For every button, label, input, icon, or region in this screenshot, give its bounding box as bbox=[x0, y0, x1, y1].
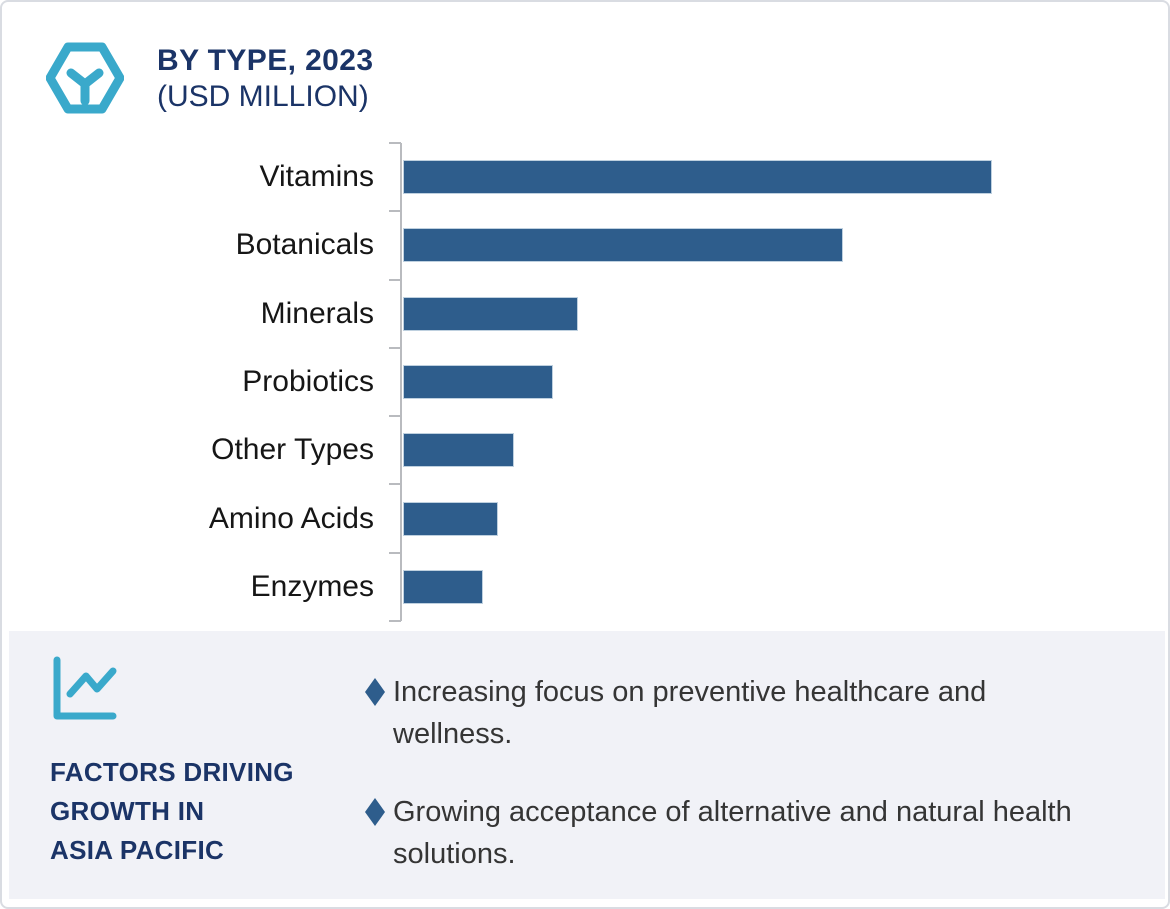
category-label: Amino Acids bbox=[208, 501, 374, 535]
axis-tick bbox=[389, 552, 401, 554]
factors-heading-line: GROWTH IN bbox=[50, 796, 205, 826]
chart-row: Enzymes bbox=[2, 553, 1168, 621]
chart-row: Other Types bbox=[2, 416, 1168, 484]
axis-tick bbox=[389, 347, 401, 349]
chart-row: Botanicals bbox=[2, 211, 1168, 279]
axis-tick bbox=[389, 620, 401, 622]
axis-tick bbox=[389, 415, 401, 417]
category-label: Other Types bbox=[211, 433, 374, 467]
diamond-bullet-icon bbox=[365, 678, 385, 706]
line-chart-icon bbox=[53, 656, 117, 720]
chart-title: BY TYPE, 2023 bbox=[157, 44, 374, 77]
category-label: Minerals bbox=[260, 296, 374, 330]
bar-minerals bbox=[403, 296, 578, 331]
chart-row: Vitamins bbox=[2, 143, 1168, 211]
factors-panel: FACTORS DRIVING GROWTH IN ASIA PACIFIC Inc… bbox=[9, 631, 1165, 899]
bar-amino-acids bbox=[403, 501, 498, 536]
category-label: Enzymes bbox=[250, 569, 374, 603]
bullet-text: Increasing focus on preventive healthcar… bbox=[393, 676, 987, 750]
category-label: Botanicals bbox=[235, 228, 374, 262]
bar-other-types bbox=[403, 433, 514, 468]
chart-row: Minerals bbox=[2, 280, 1168, 348]
bullet-text: Growing acceptance of alternative and na… bbox=[393, 796, 1072, 870]
axis-tick bbox=[389, 142, 401, 144]
axis-tick bbox=[389, 483, 401, 485]
hexagon-cube-icon bbox=[46, 42, 124, 114]
bar-botanicals bbox=[403, 228, 843, 263]
bar-enzymes bbox=[403, 569, 483, 604]
category-label: Probiotics bbox=[242, 364, 374, 398]
factors-heading-line: FACTORS DRIVING bbox=[50, 757, 294, 787]
chart-row: Amino Acids bbox=[2, 484, 1168, 552]
chart-header: BY TYPE, 2023 (USD MILLION) bbox=[157, 44, 373, 114]
y-axis-line bbox=[400, 143, 402, 621]
diamond-bullet-icon bbox=[365, 798, 385, 826]
factors-heading: FACTORS DRIVING GROWTH IN ASIA PACIFIC bbox=[50, 753, 294, 870]
chart-subtitle: (USD MILLION) bbox=[157, 80, 369, 113]
bar-vitamins bbox=[403, 160, 992, 195]
bullet-item: Increasing focus on preventive healthcar… bbox=[365, 671, 1105, 755]
factors-bullet-list: Increasing focus on preventive healthcar… bbox=[365, 671, 1105, 875]
category-label: Vitamins bbox=[259, 160, 375, 194]
axis-tick bbox=[389, 210, 401, 212]
chart-row: Probiotics bbox=[2, 348, 1168, 416]
bullet-item: Growing acceptance of alternative and na… bbox=[365, 791, 1105, 875]
bar-probiotics bbox=[403, 364, 553, 399]
factors-heading-line: ASIA PACIFIC bbox=[50, 835, 225, 865]
bar-chart: Vitamins Botanicals Minerals Probiotics Othe… bbox=[2, 142, 1168, 622]
axis-tick bbox=[389, 279, 401, 281]
